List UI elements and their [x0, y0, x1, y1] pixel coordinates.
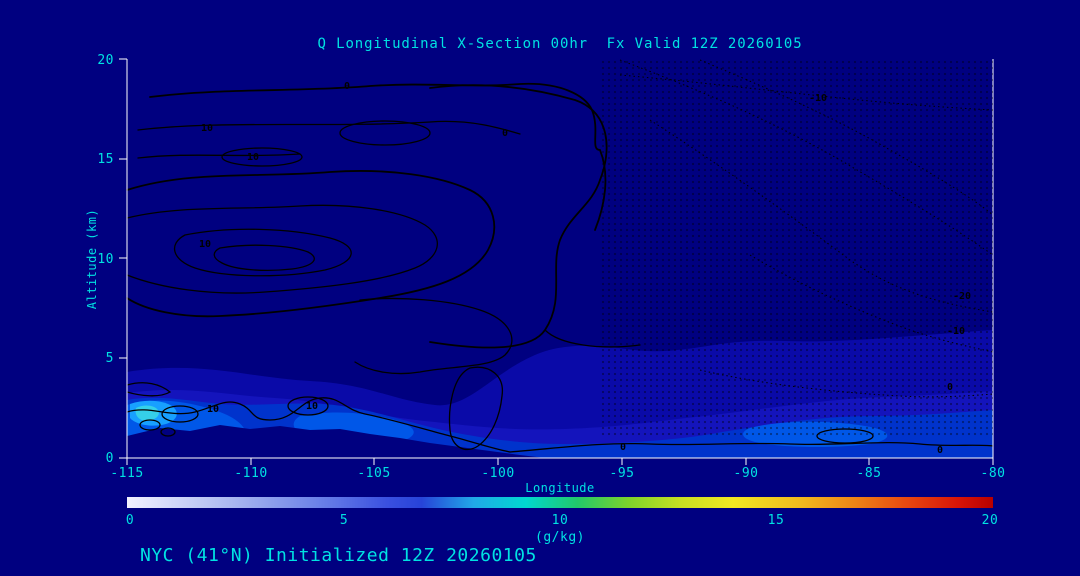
x-tick-label: -110 [234, 466, 267, 481]
x-tick-label: -85 [857, 466, 882, 481]
x-tick-label: -95 [610, 466, 635, 481]
colorbar-gradient [127, 497, 993, 508]
contour-label: 0 [620, 442, 626, 453]
colorbar-labels: 0 5 10 15 20 (g/kg) [126, 513, 998, 545]
contour-lines-positive [126, 82, 994, 453]
contour-label: 0 [502, 128, 508, 139]
contour-label: -10 [809, 93, 827, 104]
y-axis-title: Altitude (km) [85, 209, 99, 309]
axes [119, 58, 994, 465]
contour-label: -20 [953, 291, 971, 302]
x-axis-title: Longitude [525, 481, 595, 495]
terrain-mask [127, 425, 545, 458]
contour-labels: 0 10 10 0 10 10 10 -10 -20 -10 0 0 0 [199, 81, 971, 456]
contour-label: 0 [344, 81, 350, 92]
filled-contours [127, 59, 993, 458]
tick-labels: 20 15 10 5 0 -115 -110 -105 -100 -95 -90… [97, 53, 1005, 481]
x-tick-label: -100 [481, 466, 514, 481]
contour-label: 10 [247, 152, 259, 163]
colorbar-tick-label: 20 [982, 513, 999, 528]
x-tick-label: -90 [734, 466, 759, 481]
contour-label: 0 [947, 382, 953, 393]
colorbar-units-label: (g/kg) [535, 530, 585, 545]
contour-lines-negative [619, 59, 994, 398]
page-title: Q Longitudinal X-Section 00hr Fx Valid 1… [317, 36, 802, 52]
y-tick-label: 20 [97, 53, 114, 68]
y-tick-label: 0 [106, 451, 114, 466]
colorbar-tick-label: 15 [768, 513, 785, 528]
contour-label: 10 [199, 239, 211, 250]
x-tick-label: -115 [110, 466, 143, 481]
colorbar-tick-label: 0 [126, 513, 134, 528]
contour-label: 0 [937, 445, 943, 456]
y-tick-label: 15 [97, 152, 114, 167]
y-tick-label: 5 [106, 351, 114, 366]
contour-label: 10 [201, 123, 213, 134]
colorbar-tick-label: 10 [552, 513, 569, 528]
x-tick-label: -80 [981, 466, 1006, 481]
contour-label: 10 [207, 404, 219, 415]
contour-label: -10 [947, 326, 965, 337]
y-tick-label: 10 [97, 252, 114, 267]
init-caption: NYC (41°N) Initialized 12Z 20260105 [140, 545, 537, 566]
x-tick-label: -105 [357, 466, 390, 481]
colorbar-tick-label: 5 [340, 513, 348, 528]
contour-label: 10 [306, 401, 318, 412]
